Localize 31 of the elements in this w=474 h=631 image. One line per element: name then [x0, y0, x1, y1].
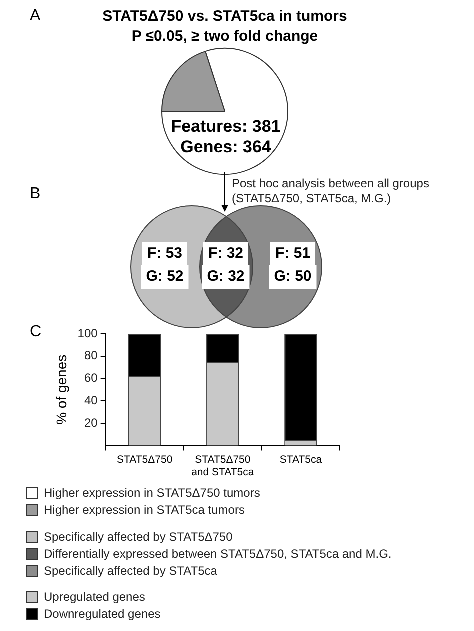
text: (STAT5Δ750, STAT5ca, M.G.) [232, 191, 392, 206]
y-tick-label: 80 [84, 348, 98, 363]
y-tick-label: 20 [84, 416, 98, 430]
text: G: 32 [207, 268, 245, 286]
legend-label: Upregulated genes [44, 590, 146, 604]
x-tick-label: STAT5Δ750 [117, 454, 173, 466]
y-tick-label: 60 [84, 371, 98, 386]
x-tick-label: STAT5Δ750 and STAT5ca [192, 454, 254, 479]
text: Features: 381 [171, 116, 281, 136]
x-tick-label: STAT5ca [280, 454, 322, 466]
legend-label: Higher expression in STAT5Δ750 tumors [44, 486, 260, 500]
text: G: 50 [274, 268, 312, 286]
text: A [30, 7, 41, 24]
category-label: Specifically affected by STAT5Δ750 [44, 530, 233, 544]
text: Post hoc analysis between all groups [232, 176, 430, 190]
chart-title: STAT5Δ750 vs. STAT5ca in tumors [102, 8, 348, 26]
legend-label: Downregulated genes [44, 606, 161, 620]
category-label: Specifically affected by STAT5ca [44, 564, 218, 578]
y-tick-label: 40 [84, 393, 98, 408]
legend-label: Higher expression in STAT5ca tumors [44, 502, 245, 516]
text: C [30, 323, 42, 340]
chart-subtitle: P ≤0.05, ≥ two fold change [132, 28, 318, 46]
text: F: 32 [208, 245, 244, 262]
y-tick-label: 100 [78, 326, 98, 340]
text: B [30, 185, 41, 202]
text: F: 53 [147, 245, 183, 262]
category-label: Differentially expressed between STAT5Δ750, STAT5ca and M.G. [44, 546, 392, 560]
text: G: 52 [146, 268, 184, 286]
y-axis-title: % of genes [53, 354, 70, 425]
text: F: 51 [275, 245, 311, 262]
text: Genes: 364 [180, 138, 272, 157]
